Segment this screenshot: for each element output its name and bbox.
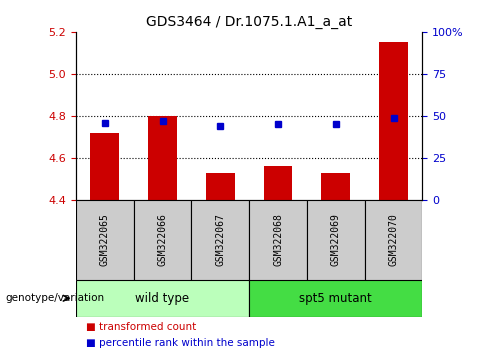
Bar bbox=[148, 116, 177, 200]
Text: ■ percentile rank within the sample: ■ percentile rank within the sample bbox=[86, 338, 274, 348]
Bar bbox=[249, 200, 307, 280]
Text: GSM322067: GSM322067 bbox=[215, 213, 225, 266]
Bar bbox=[264, 166, 293, 200]
Bar bbox=[206, 173, 235, 200]
Text: GSM322065: GSM322065 bbox=[100, 213, 110, 266]
Text: ■ transformed count: ■ transformed count bbox=[86, 322, 196, 332]
Bar bbox=[321, 173, 350, 200]
Text: GSM322069: GSM322069 bbox=[331, 213, 341, 266]
Bar bbox=[192, 200, 249, 280]
Text: spt5 mutant: spt5 mutant bbox=[299, 292, 372, 305]
Text: genotype/variation: genotype/variation bbox=[5, 293, 104, 303]
Text: GSM322066: GSM322066 bbox=[158, 213, 168, 266]
Text: GSM322070: GSM322070 bbox=[389, 213, 398, 266]
Text: GSM322068: GSM322068 bbox=[273, 213, 283, 266]
Bar bbox=[134, 200, 192, 280]
Bar bbox=[76, 200, 134, 280]
Bar bbox=[76, 280, 249, 317]
Bar bbox=[365, 200, 422, 280]
Title: GDS3464 / Dr.1075.1.A1_a_at: GDS3464 / Dr.1075.1.A1_a_at bbox=[146, 16, 352, 29]
Bar bbox=[307, 200, 365, 280]
Bar bbox=[90, 133, 119, 200]
Text: wild type: wild type bbox=[136, 292, 190, 305]
Bar bbox=[249, 280, 422, 317]
Bar bbox=[379, 42, 408, 200]
